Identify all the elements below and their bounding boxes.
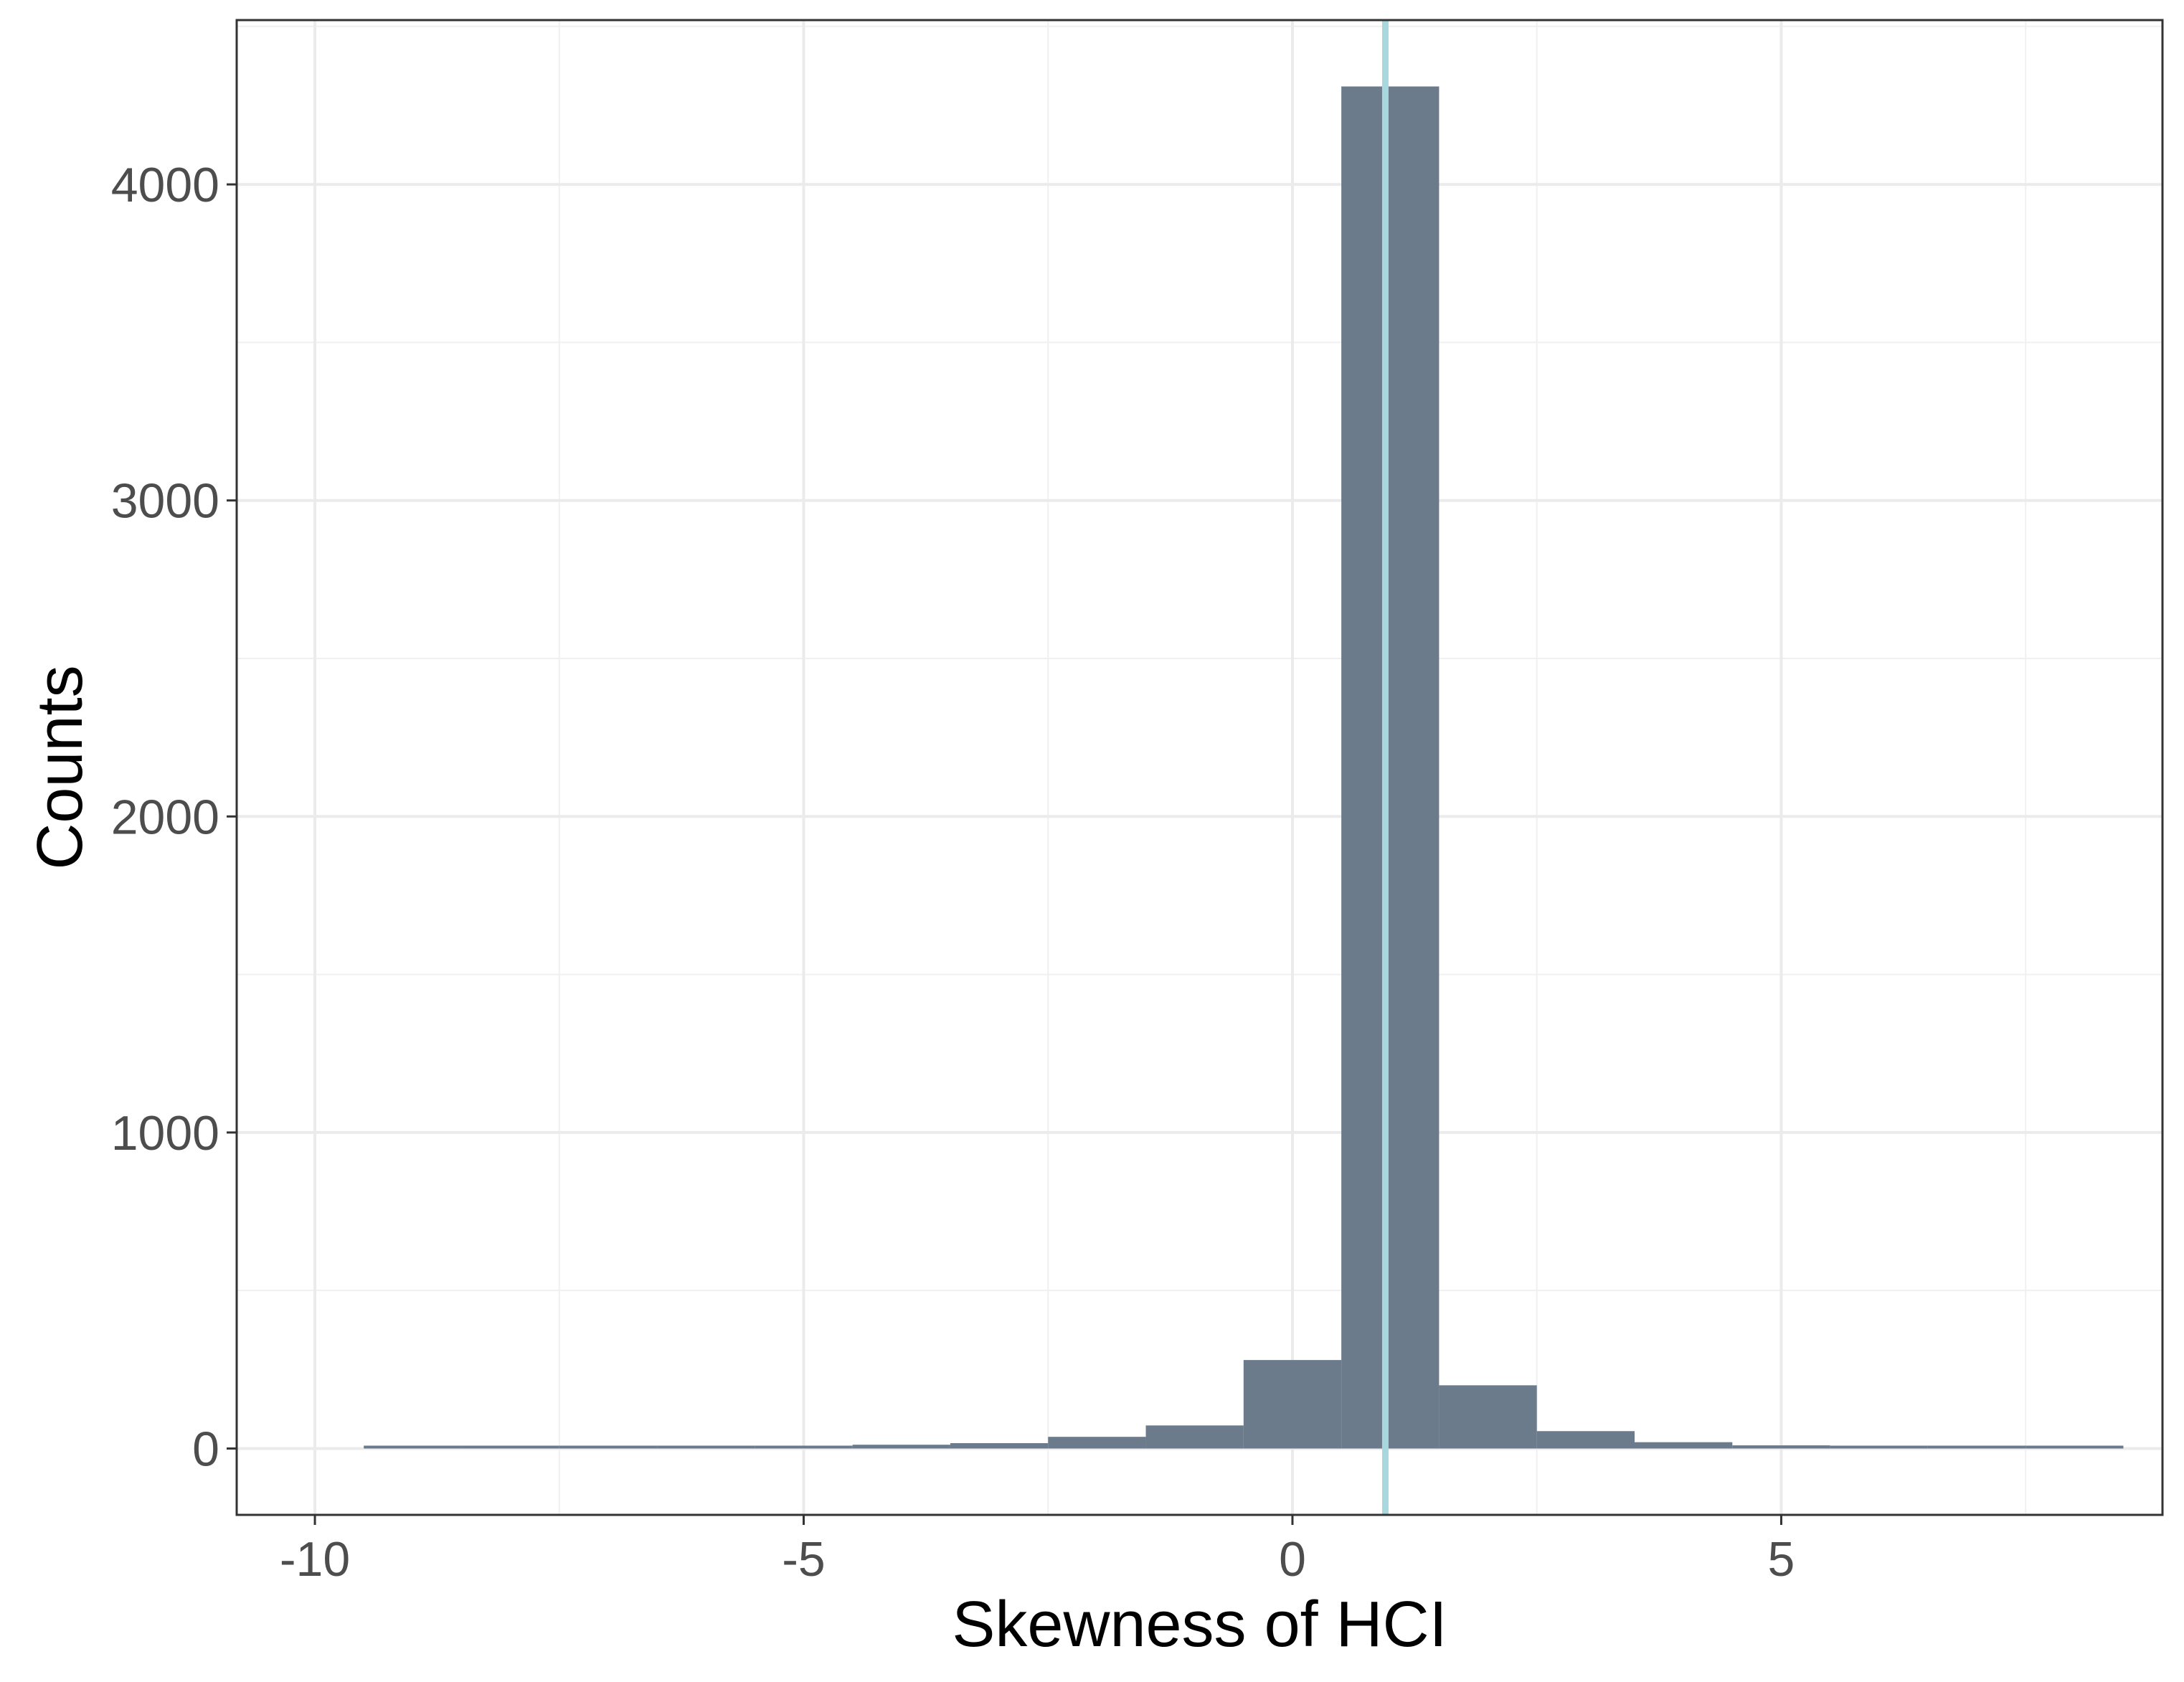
histogram-bar: [2025, 1445, 2124, 1449]
x-axis-title: Skewness of HCI: [952, 1589, 1447, 1660]
y-tick-label: 0: [192, 1422, 219, 1476]
x-axis-ticks: -10 -5 0 5: [280, 1515, 1795, 1587]
minor-gridlines: [237, 20, 2162, 1515]
y-tick-label: 4000: [111, 158, 219, 212]
x-tick-label: -5: [782, 1532, 825, 1587]
histogram-bar: [755, 1445, 853, 1449]
histogram-bar: [1048, 1437, 1146, 1449]
histogram-bar: [1243, 1360, 1342, 1449]
histogram-bar: [1732, 1445, 1830, 1449]
histogram-bar: [1635, 1442, 1733, 1449]
x-tick-label: 0: [1279, 1532, 1306, 1587]
histogram-bar: [657, 1445, 755, 1449]
histogram-bar: [950, 1442, 1049, 1449]
y-tick-label: 1000: [111, 1106, 219, 1161]
histogram-bar: [1536, 1431, 1635, 1449]
histogram-bar: [1341, 86, 1440, 1449]
y-axis-title: Counts: [24, 665, 96, 869]
histogram-bar: [559, 1445, 658, 1449]
histogram-bar: [1927, 1445, 2026, 1449]
y-tick-label: 2000: [111, 790, 219, 844]
x-tick-label: -10: [280, 1532, 350, 1587]
histogram-bar: [852, 1445, 950, 1449]
y-tick-label: 3000: [111, 474, 219, 529]
histogram-bar: [1439, 1385, 1537, 1449]
histogram-bar: [461, 1445, 559, 1449]
x-tick-label: 5: [1768, 1532, 1795, 1587]
histogram-bar: [1145, 1425, 1244, 1449]
histogram-bar: [1830, 1445, 1928, 1449]
y-axis-ticks: 0 1000 2000 3000 4000: [111, 158, 237, 1476]
histogram-bar: [364, 1445, 462, 1449]
panel-border: [235, 19, 2164, 1516]
histogram-bars: [364, 86, 2124, 1449]
